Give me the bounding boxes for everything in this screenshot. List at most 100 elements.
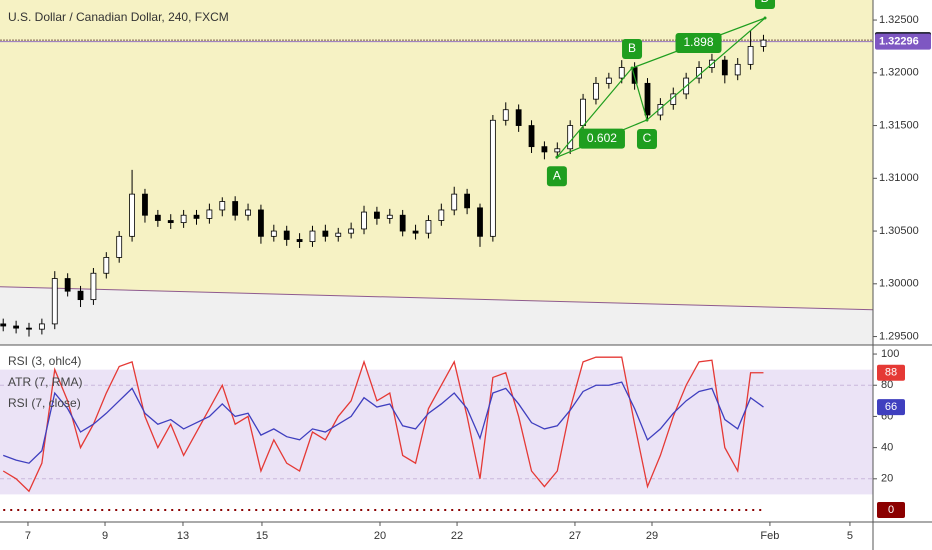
candle-body: [232, 201, 239, 216]
ratio-label: 1.898: [684, 35, 714, 49]
pattern-label: B: [628, 41, 636, 55]
ratio-box: [675, 33, 722, 54]
candle-body: [270, 230, 277, 237]
candle-body: [322, 230, 329, 237]
x-tick-label: Feb: [760, 530, 779, 542]
candle-body: [77, 290, 84, 301]
pattern-point: [645, 118, 649, 122]
chart-title: U.S. Dollar / Canadian Dollar, 240, FXCM: [8, 10, 229, 24]
candle-body: [361, 211, 367, 230]
y-tick-label: 1.31500: [879, 119, 919, 131]
candle-body: [26, 327, 32, 330]
candle-body: [451, 193, 458, 211]
candle-body: [528, 125, 535, 148]
pattern-label: A: [553, 168, 561, 182]
price-label: 1.32296: [879, 35, 919, 47]
last-value-label: 66: [885, 401, 897, 413]
pattern-point: [763, 16, 767, 20]
last-value-box: [877, 399, 905, 416]
x-tick-label: 22: [451, 530, 463, 542]
candle-body: [0, 323, 7, 327]
last-value-box: [877, 364, 905, 381]
trendline: [0, 286, 874, 311]
last-value-label: 0: [888, 504, 894, 516]
pattern-label-box: [755, 0, 776, 10]
ratio-label: 0.602: [587, 131, 617, 145]
pattern-label-box: [636, 128, 657, 149]
candle-body: [142, 193, 148, 216]
pattern-label-box: [622, 39, 643, 60]
candle-body: [721, 59, 728, 76]
x-tick-label: 13: [177, 530, 189, 542]
y-tick-label: 80: [881, 379, 893, 391]
candle-body: [412, 230, 419, 234]
candle-body: [245, 209, 251, 216]
candle-body: [438, 209, 445, 221]
candle-body: [502, 109, 509, 121]
candle-body: [464, 193, 471, 209]
legend-entry: ATR (7, RMA): [8, 375, 82, 389]
legend-entry: RSI (3, ohlc4): [8, 354, 81, 368]
candle-body: [386, 214, 393, 219]
candle-body: [374, 211, 380, 219]
y-tick-label: 1.30000: [879, 278, 919, 290]
candle-body: [13, 325, 20, 329]
candle-body: [103, 257, 110, 274]
candle-body: [219, 201, 226, 211]
candle-body: [747, 46, 754, 65]
candle-body: [129, 193, 135, 237]
pattern-label: C: [643, 131, 652, 145]
candle-body: [90, 272, 97, 301]
last-value-box: [877, 501, 905, 518]
candle-body: [515, 109, 522, 126]
candle-body: [605, 77, 612, 84]
pattern-line: [646, 17, 766, 121]
pattern-line: [631, 67, 648, 121]
candle-body: [399, 214, 406, 232]
series-line: [2, 356, 764, 493]
candle-body: [116, 235, 123, 258]
y-tick-label: 20: [881, 473, 893, 485]
candle-body: [64, 278, 71, 292]
pattern-point: [630, 66, 634, 70]
x-tick-label: 15: [256, 530, 268, 542]
y-tick-label: 1.29500: [879, 330, 919, 342]
x-tick-label: 29: [646, 530, 658, 542]
pattern-label-box: [546, 166, 567, 187]
candle-body: [554, 148, 561, 153]
candle-body: [296, 239, 303, 243]
candle-body: [567, 125, 574, 150]
candle-body: [38, 323, 45, 330]
x-tick-label: 20: [374, 530, 386, 542]
candle-body: [258, 209, 264, 237]
ratio-box: [578, 128, 625, 149]
last-value-label: 88: [885, 367, 897, 379]
candle-body: [154, 214, 161, 221]
series-line: [2, 381, 764, 464]
y-tick-label: 1.30500: [879, 225, 919, 237]
x-tick-label: 5: [847, 530, 853, 542]
candle-body: [167, 220, 174, 224]
candle-body: [657, 104, 664, 116]
x-tick-label: 9: [102, 530, 108, 542]
candle-body: [180, 214, 187, 224]
band: [0, 369, 873, 495]
y-tick-label: 1.32000: [879, 67, 919, 79]
candle-body: [309, 230, 316, 243]
y-tick-label: 100: [881, 348, 899, 360]
y-tick-label: 40: [881, 442, 893, 454]
candle-body: [283, 230, 290, 240]
candle-body: [760, 39, 767, 47]
candle-body: [206, 209, 213, 219]
candle-body: [644, 82, 651, 116]
legend-entry: RSI (7, close): [8, 396, 81, 410]
candle-body: [593, 82, 599, 100]
pattern-line: [556, 67, 633, 158]
candle-body: [618, 67, 625, 79]
candle-body: [425, 220, 432, 234]
candle-body: [580, 98, 586, 126]
price-label-box: [875, 33, 931, 50]
candle-body: [51, 278, 58, 325]
candle-body: [193, 214, 200, 219]
